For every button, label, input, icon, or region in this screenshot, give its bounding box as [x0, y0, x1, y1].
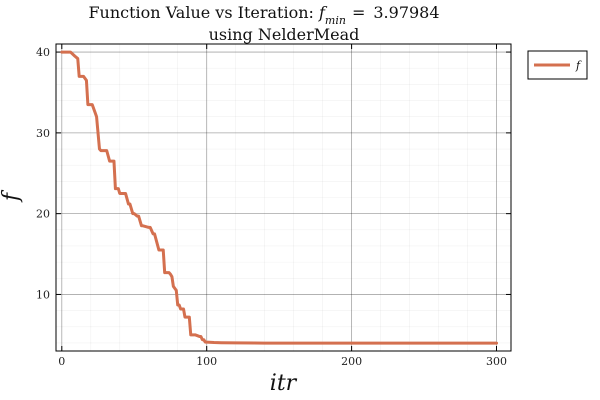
- title-value: 3.97984: [373, 3, 439, 22]
- x-tick-label: 0: [58, 355, 65, 368]
- x-tick-label: 300: [486, 355, 507, 368]
- y-tick-label: 10: [36, 288, 50, 301]
- plot-frame: [55, 43, 512, 352]
- legend-label: f: [575, 59, 582, 72]
- series-line-f: [60, 50, 499, 345]
- title-symbol: f: [318, 3, 328, 22]
- x-tick-label: 200: [341, 355, 362, 368]
- title-prefix: Function Value vs Iteration:: [88, 3, 319, 22]
- title-subscript: min: [325, 14, 346, 27]
- chart-title-line1: Function Value vs Iteration: fmin = 3.9798…: [88, 3, 439, 27]
- y-tick-labels: 10 20 30 40: [36, 46, 50, 301]
- x-axis-label: itr: [270, 371, 298, 396]
- title-eq: =: [352, 3, 365, 22]
- x-tick-label: 100: [196, 355, 217, 368]
- y-tick-label: 40: [36, 46, 50, 59]
- y-tick-label: 20: [36, 208, 50, 221]
- legend: f: [527, 50, 588, 80]
- series-layer: [60, 50, 499, 345]
- y-tick-label: 30: [36, 127, 50, 140]
- minor-grid: [56, 44, 511, 351]
- axis-ticks: [56, 44, 511, 351]
- x-tick-labels: 0 100 200 300: [58, 355, 507, 368]
- chart-title-line2: using NelderMead: [209, 25, 360, 44]
